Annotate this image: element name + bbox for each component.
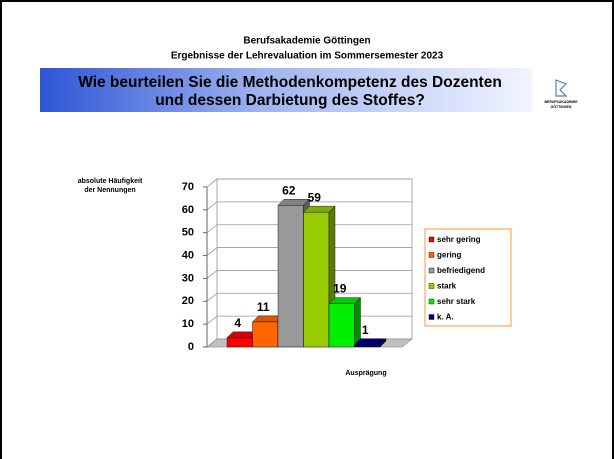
x-axis-label: Ausprägung xyxy=(345,370,386,377)
data-label: 62 xyxy=(282,183,296,197)
legend-label: sehr gering xyxy=(437,235,481,244)
logo-icon xyxy=(555,79,568,97)
data-label: 19 xyxy=(333,282,347,296)
bar xyxy=(226,337,253,348)
bar xyxy=(303,211,330,348)
legend-label: k. A. xyxy=(437,313,454,322)
data-label: 59 xyxy=(308,190,322,204)
y-tick-label: 60 xyxy=(182,204,194,216)
legend-label: befriedigend xyxy=(437,266,485,275)
legend-swatch xyxy=(428,252,435,258)
y-axis-label: der Nennungen xyxy=(84,187,135,194)
y-tick-label: 40 xyxy=(182,249,194,261)
bar-side xyxy=(379,338,387,348)
bar xyxy=(277,205,304,348)
grid-line xyxy=(206,292,412,302)
grid-line xyxy=(206,247,412,256)
legend-label: stark xyxy=(437,282,457,291)
grid-line xyxy=(206,224,412,234)
legend-swatch xyxy=(428,267,435,274)
logo-text: GÖTTINGEN xyxy=(551,105,572,109)
y-tick-label: 50 xyxy=(182,227,194,239)
legend-swatch xyxy=(428,236,435,243)
bar xyxy=(328,303,355,348)
logo: BERUFSAKADEMIE GÖTTINGEN xyxy=(544,79,578,109)
data-label: 4 xyxy=(234,316,241,330)
side-wall xyxy=(206,178,218,348)
logo-text: BERUFSAKADEMIE xyxy=(544,100,578,104)
data-label: 11 xyxy=(257,300,270,314)
y-tick-label: 70 xyxy=(182,181,194,193)
grid-line xyxy=(206,270,412,279)
legend-swatch xyxy=(428,283,435,289)
legend-box xyxy=(424,228,512,327)
banner xyxy=(40,68,532,112)
y-tick-label: 30 xyxy=(182,272,194,284)
bar xyxy=(354,344,381,348)
grid-line xyxy=(206,201,412,211)
question-line: und dessen Darbietung des Stoffes? xyxy=(155,92,425,109)
institution: Berufsakademie Göttingen xyxy=(243,36,370,47)
bar xyxy=(252,321,279,348)
y-tick-label: 20 xyxy=(182,295,194,307)
question-line: Wie beurteilen Sie die Methodenkompetenz… xyxy=(78,74,502,91)
y-tick-label: 0 xyxy=(188,341,194,353)
legend-swatch xyxy=(428,314,435,320)
subtitle: Ergebnisse der Lehrevaluation im Sommers… xyxy=(171,51,444,62)
grid-line xyxy=(206,178,412,188)
data-label: 1 xyxy=(362,323,369,337)
legend-swatch xyxy=(428,298,435,305)
y-tick-label: 10 xyxy=(182,318,194,330)
legend-label: gering xyxy=(437,251,462,260)
legend-label: sehr stark xyxy=(437,297,476,306)
y-axis-label: absolute Häufigkeit xyxy=(78,178,143,185)
